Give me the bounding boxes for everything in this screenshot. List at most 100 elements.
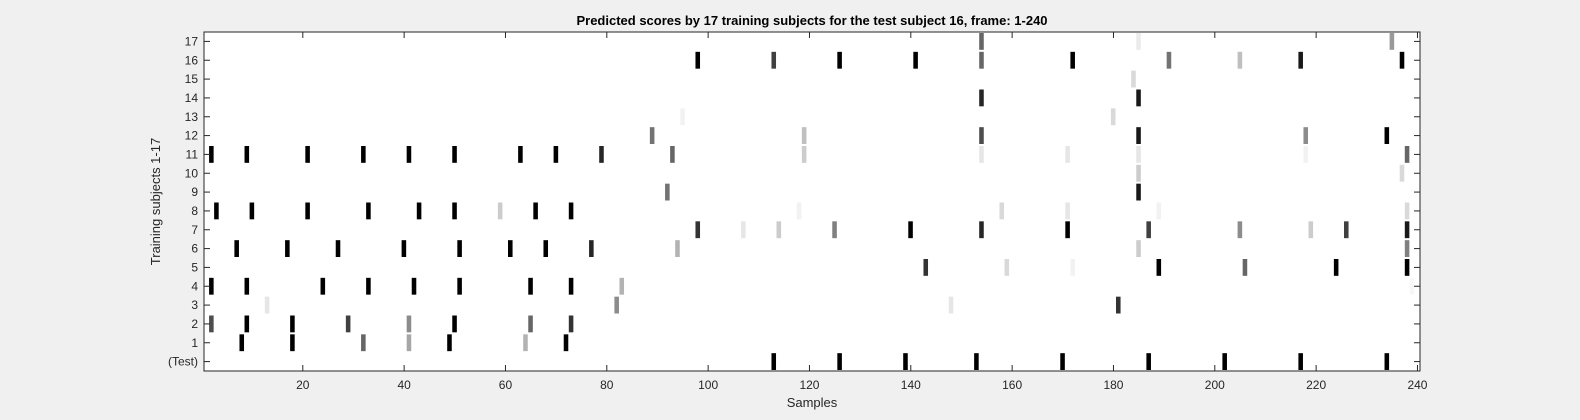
heatmap-cell	[908, 221, 913, 239]
heatmap-cell	[680, 108, 685, 126]
y-tick-label: 13	[185, 110, 199, 124]
heatmap-cell	[695, 221, 701, 239]
chart-title: Predicted scores by 17 training subjects…	[576, 13, 1047, 28]
heatmap-cell	[589, 240, 594, 257]
heatmap-cell	[1404, 221, 1410, 239]
heatmap-cell	[452, 202, 457, 220]
heatmap-cell	[406, 315, 412, 333]
heatmap-cell	[553, 146, 559, 163]
heatmap-cell	[234, 240, 239, 257]
heatmap-cell	[416, 202, 422, 220]
plot-frame	[203, 31, 1421, 372]
heatmap-cell	[345, 315, 351, 333]
y-tick-label: 9	[191, 185, 198, 199]
heatmap-cell	[533, 202, 538, 220]
x-axis-label: Samples	[787, 395, 838, 410]
heatmap-cell	[741, 221, 746, 239]
heatmap-cell	[1136, 164, 1141, 182]
heatmap-cell	[923, 259, 929, 276]
y-tick-label: 3	[191, 298, 198, 312]
heatmap-cell	[209, 315, 214, 333]
heatmap-cell	[1146, 221, 1151, 239]
heatmap-cell	[979, 127, 984, 144]
heatmap-cell	[1237, 51, 1243, 69]
y-tick-label: 7	[191, 223, 198, 237]
heatmap-cell	[979, 51, 984, 69]
heatmap-cell	[979, 33, 984, 50]
heatmap-cell	[1237, 221, 1243, 239]
heatmap-cell	[1116, 296, 1121, 314]
y-tick-label: 12	[185, 129, 199, 143]
heatmap-cell	[974, 353, 979, 370]
heatmap-cell	[1404, 146, 1410, 163]
heatmap-cell	[1384, 127, 1390, 144]
heatmap-cell	[1156, 202, 1162, 220]
heatmap-cell	[1404, 202, 1410, 220]
heatmap-cell	[670, 146, 675, 163]
x-tick-label: 220	[1306, 378, 1326, 392]
heatmap-cells	[209, 33, 1415, 370]
heatmap-cell	[528, 277, 533, 295]
heatmap-cell	[249, 202, 255, 220]
heatmap-cell	[452, 315, 457, 333]
heatmap-cell	[209, 277, 214, 295]
heatmap-cell	[285, 240, 290, 257]
heatmap-cell	[401, 240, 407, 257]
plot-background	[204, 32, 1420, 371]
heatmap-cell	[411, 277, 417, 295]
heatmap-cell	[619, 277, 625, 295]
y-tick-label: 6	[191, 242, 198, 256]
heatmap-cell	[361, 334, 366, 352]
heatmap-cell	[801, 127, 807, 144]
heatmap-cell	[305, 202, 310, 220]
y-axis-label: Training subjects 1-17	[148, 138, 163, 265]
heatmap-cell	[1298, 353, 1303, 370]
heatmap-cell	[1242, 259, 1248, 276]
heatmap-cell	[1065, 221, 1070, 239]
x-tick-label: 160	[1002, 378, 1022, 392]
heatmap-cell	[568, 202, 574, 220]
x-tick-label: 140	[901, 378, 921, 392]
heatmap-cell	[1146, 353, 1151, 370]
heatmap-cell	[209, 146, 214, 163]
y-tick-label: 5	[191, 260, 198, 274]
heatmap-cell	[837, 51, 842, 69]
heatmap-cell	[290, 315, 295, 333]
heatmap-cell	[948, 296, 954, 314]
heatmap-cell	[649, 127, 655, 144]
x-tick-label: 120	[799, 378, 819, 392]
y-tick-label: 17	[185, 34, 199, 48]
heatmap-cell	[776, 221, 782, 239]
x-tick-label: 200	[1205, 378, 1225, 392]
y-tick-label: 10	[185, 166, 199, 180]
heatmap-cell	[1004, 259, 1010, 276]
heatmap-cell	[771, 353, 777, 370]
heatmap-cell	[979, 221, 984, 239]
x-tick-label: 240	[1407, 378, 1427, 392]
heatmap-cell	[1399, 51, 1405, 69]
heatmap-cell	[568, 315, 574, 333]
heatmap-cell	[214, 202, 219, 220]
heatmap-cell	[1110, 108, 1116, 126]
heatmap-cell	[290, 334, 295, 352]
heatmap-cell	[1136, 240, 1141, 257]
heatmap-cell	[771, 51, 777, 69]
x-tick-label: 80	[600, 378, 614, 392]
heatmap-cell	[1308, 221, 1314, 239]
heatmap-cell	[244, 146, 250, 163]
y-tick-label: 4	[191, 279, 198, 293]
heatmap-cell	[406, 146, 412, 163]
heatmap-cell	[1136, 89, 1141, 107]
heatmap-cell	[406, 334, 412, 352]
heatmap-cell	[979, 146, 984, 163]
heatmap-cell	[1222, 353, 1227, 370]
heatmap-cell	[264, 296, 270, 314]
heatmap-cell	[1156, 259, 1162, 276]
heatmap-cell	[1070, 259, 1075, 276]
heatmap-cell	[1070, 51, 1075, 69]
heatmap-cell	[528, 315, 533, 333]
heatmap-cell	[1166, 51, 1172, 69]
heatmap-cell	[518, 146, 523, 163]
heatmap-cell	[563, 334, 569, 352]
